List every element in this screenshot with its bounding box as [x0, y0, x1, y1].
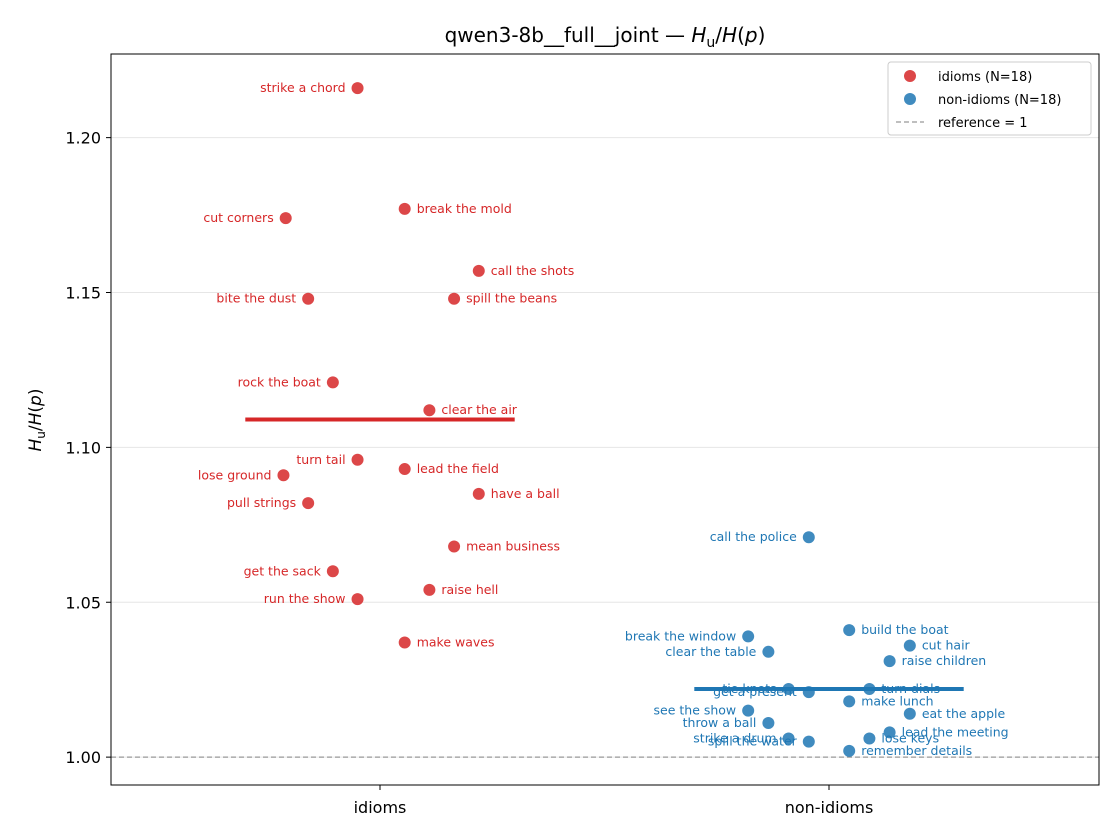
point-label: run the show: [264, 591, 346, 606]
x-tick-label: idioms: [354, 798, 407, 817]
point-label: make waves: [417, 635, 495, 650]
point-label: raise children: [902, 653, 987, 668]
data-point: [423, 404, 435, 416]
data-point: [399, 463, 411, 475]
data-point: [327, 565, 339, 577]
point-label: remember details: [861, 743, 972, 758]
point-label: get a present: [713, 684, 797, 699]
data-point: [352, 82, 364, 94]
data-point: [843, 695, 855, 707]
data-point: [352, 454, 364, 466]
point-label: cut hair: [922, 638, 971, 653]
data-point: [843, 624, 855, 636]
point-label: have a ball: [491, 486, 560, 501]
point-label: spill the water: [708, 734, 798, 749]
point-label: get the sack: [244, 563, 322, 578]
data-point: [473, 265, 485, 277]
data-point: [742, 630, 754, 642]
data-point: [843, 745, 855, 757]
point-label: raise hell: [441, 582, 498, 597]
legend-label: reference = 1: [938, 116, 1028, 131]
point-label: break the mold: [417, 201, 512, 216]
data-point: [762, 717, 774, 729]
point-label: spill the beans: [466, 291, 557, 306]
legend-marker: [904, 93, 916, 105]
data-point: [327, 376, 339, 388]
point-label: break the window: [625, 628, 736, 643]
point-label: rock the boat: [238, 374, 321, 389]
legend-label: idioms (N=18): [938, 70, 1032, 85]
point-label: turn tail: [296, 452, 345, 467]
point-label: strike a chord: [260, 80, 345, 95]
y-tick-label: 1.20: [65, 129, 101, 148]
x-tick-label: non-idioms: [785, 798, 874, 817]
data-point: [904, 708, 916, 720]
data-point: [803, 736, 815, 748]
data-point: [884, 655, 896, 667]
y-tick-label: 1.10: [65, 438, 101, 457]
legend-marker: [904, 70, 916, 82]
data-point: [803, 531, 815, 543]
point-label: lead the field: [417, 461, 499, 476]
data-point: [448, 293, 460, 305]
point-label: throw a ball: [683, 715, 757, 730]
data-point: [762, 646, 774, 658]
data-point: [352, 593, 364, 605]
point-label: clear the air: [441, 402, 517, 417]
y-tick-label: 1.15: [65, 284, 101, 303]
data-point: [399, 637, 411, 649]
point-label: clear the table: [665, 644, 756, 659]
chart-title: qwen3-8b__full__joint — Hu/H(p): [445, 23, 766, 51]
point-label: bite the dust: [216, 291, 296, 306]
point-label: cut corners: [203, 210, 273, 225]
point-label: call the police: [710, 529, 797, 544]
point-label: eat the apple: [922, 706, 1006, 721]
y-axis-label: Hu/H(p): [26, 388, 48, 451]
legend-label: non-idioms (N=18): [938, 93, 1061, 108]
data-point: [423, 584, 435, 596]
point-label: call the shots: [491, 263, 574, 278]
point-label: lose ground: [198, 467, 272, 482]
point-label: build the boat: [861, 622, 948, 637]
data-point: [280, 212, 292, 224]
data-point: [473, 488, 485, 500]
data-point: [448, 540, 460, 552]
data-point: [904, 640, 916, 652]
point-label: mean business: [466, 538, 560, 553]
y-tick-label: 1.00: [65, 748, 101, 767]
data-point: [302, 293, 314, 305]
y-tick-label: 1.05: [65, 593, 101, 612]
data-point: [302, 497, 314, 509]
legend: idioms (N=18) non-idioms (N=18) reference …: [888, 62, 1091, 135]
data-point: [399, 203, 411, 215]
data-point: [277, 469, 289, 481]
point-label: pull strings: [227, 495, 296, 510]
data-point: [803, 686, 815, 698]
chart-title-text: qwen3-8b__full__joint —: [445, 23, 692, 47]
